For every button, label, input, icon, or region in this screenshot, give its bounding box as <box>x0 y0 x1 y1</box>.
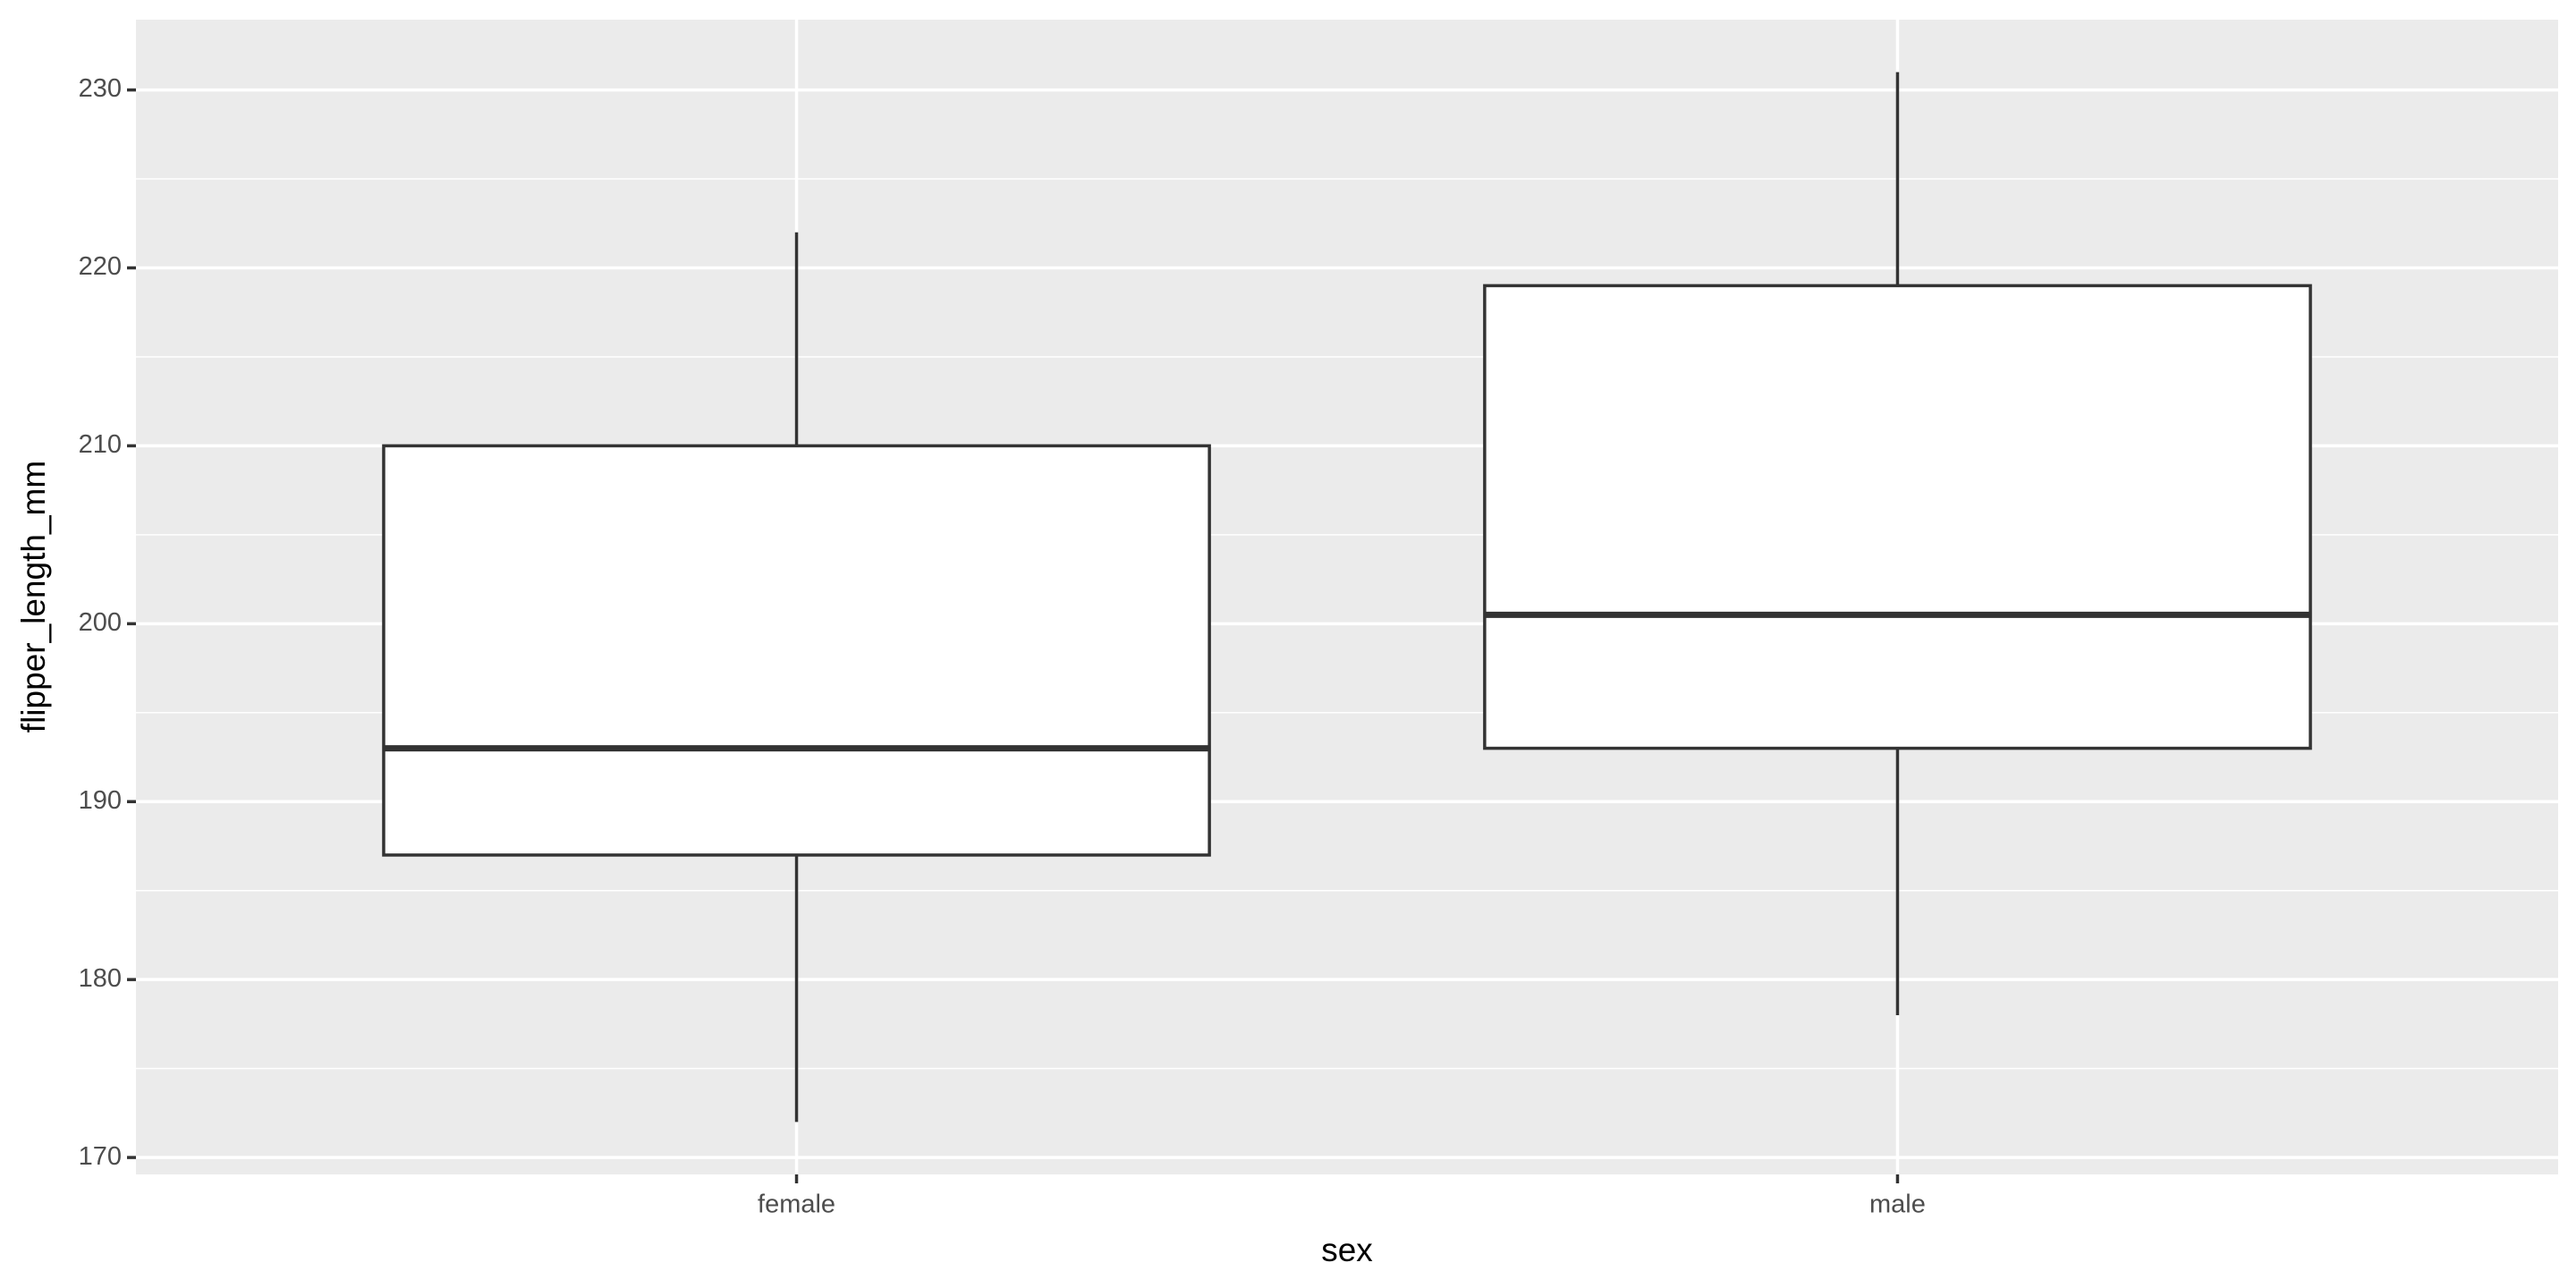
y-axis-title: flipper_length_mm <box>15 461 52 733</box>
box <box>1483 284 2312 750</box>
x-tick-label: female <box>758 1191 835 1219</box>
y-tick-label: 210 <box>79 430 122 459</box>
y-tick-label: 180 <box>79 964 122 993</box>
y-tick-label: 230 <box>79 74 122 103</box>
y-tick-label: 200 <box>79 608 122 637</box>
y-tick-label: 190 <box>79 786 122 815</box>
y-tick-label: 220 <box>79 252 122 281</box>
x-tick-label: male <box>1869 1191 1926 1219</box>
y-tick-label: 170 <box>79 1142 122 1171</box>
box <box>382 444 1211 857</box>
x-axis-title: sex <box>1321 1232 1373 1268</box>
